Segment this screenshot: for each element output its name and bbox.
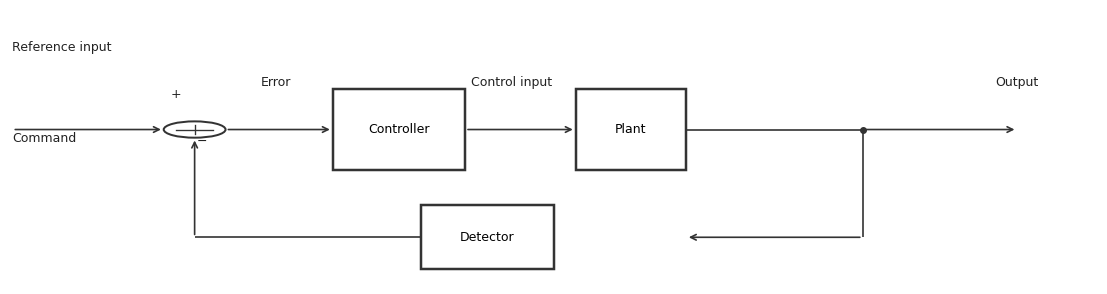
FancyBboxPatch shape [421,205,554,269]
Text: +: + [170,88,182,101]
FancyBboxPatch shape [576,89,686,170]
Text: Controller: Controller [369,123,430,136]
Text: −: − [197,135,208,148]
Text: Control input: Control input [470,76,551,89]
FancyBboxPatch shape [333,89,465,170]
Text: Plant: Plant [615,123,646,136]
Text: Detector: Detector [459,231,515,244]
Text: Error: Error [261,76,291,89]
Text: Reference input: Reference input [12,41,112,54]
Text: Command: Command [12,132,76,146]
Text: Output: Output [995,76,1038,89]
